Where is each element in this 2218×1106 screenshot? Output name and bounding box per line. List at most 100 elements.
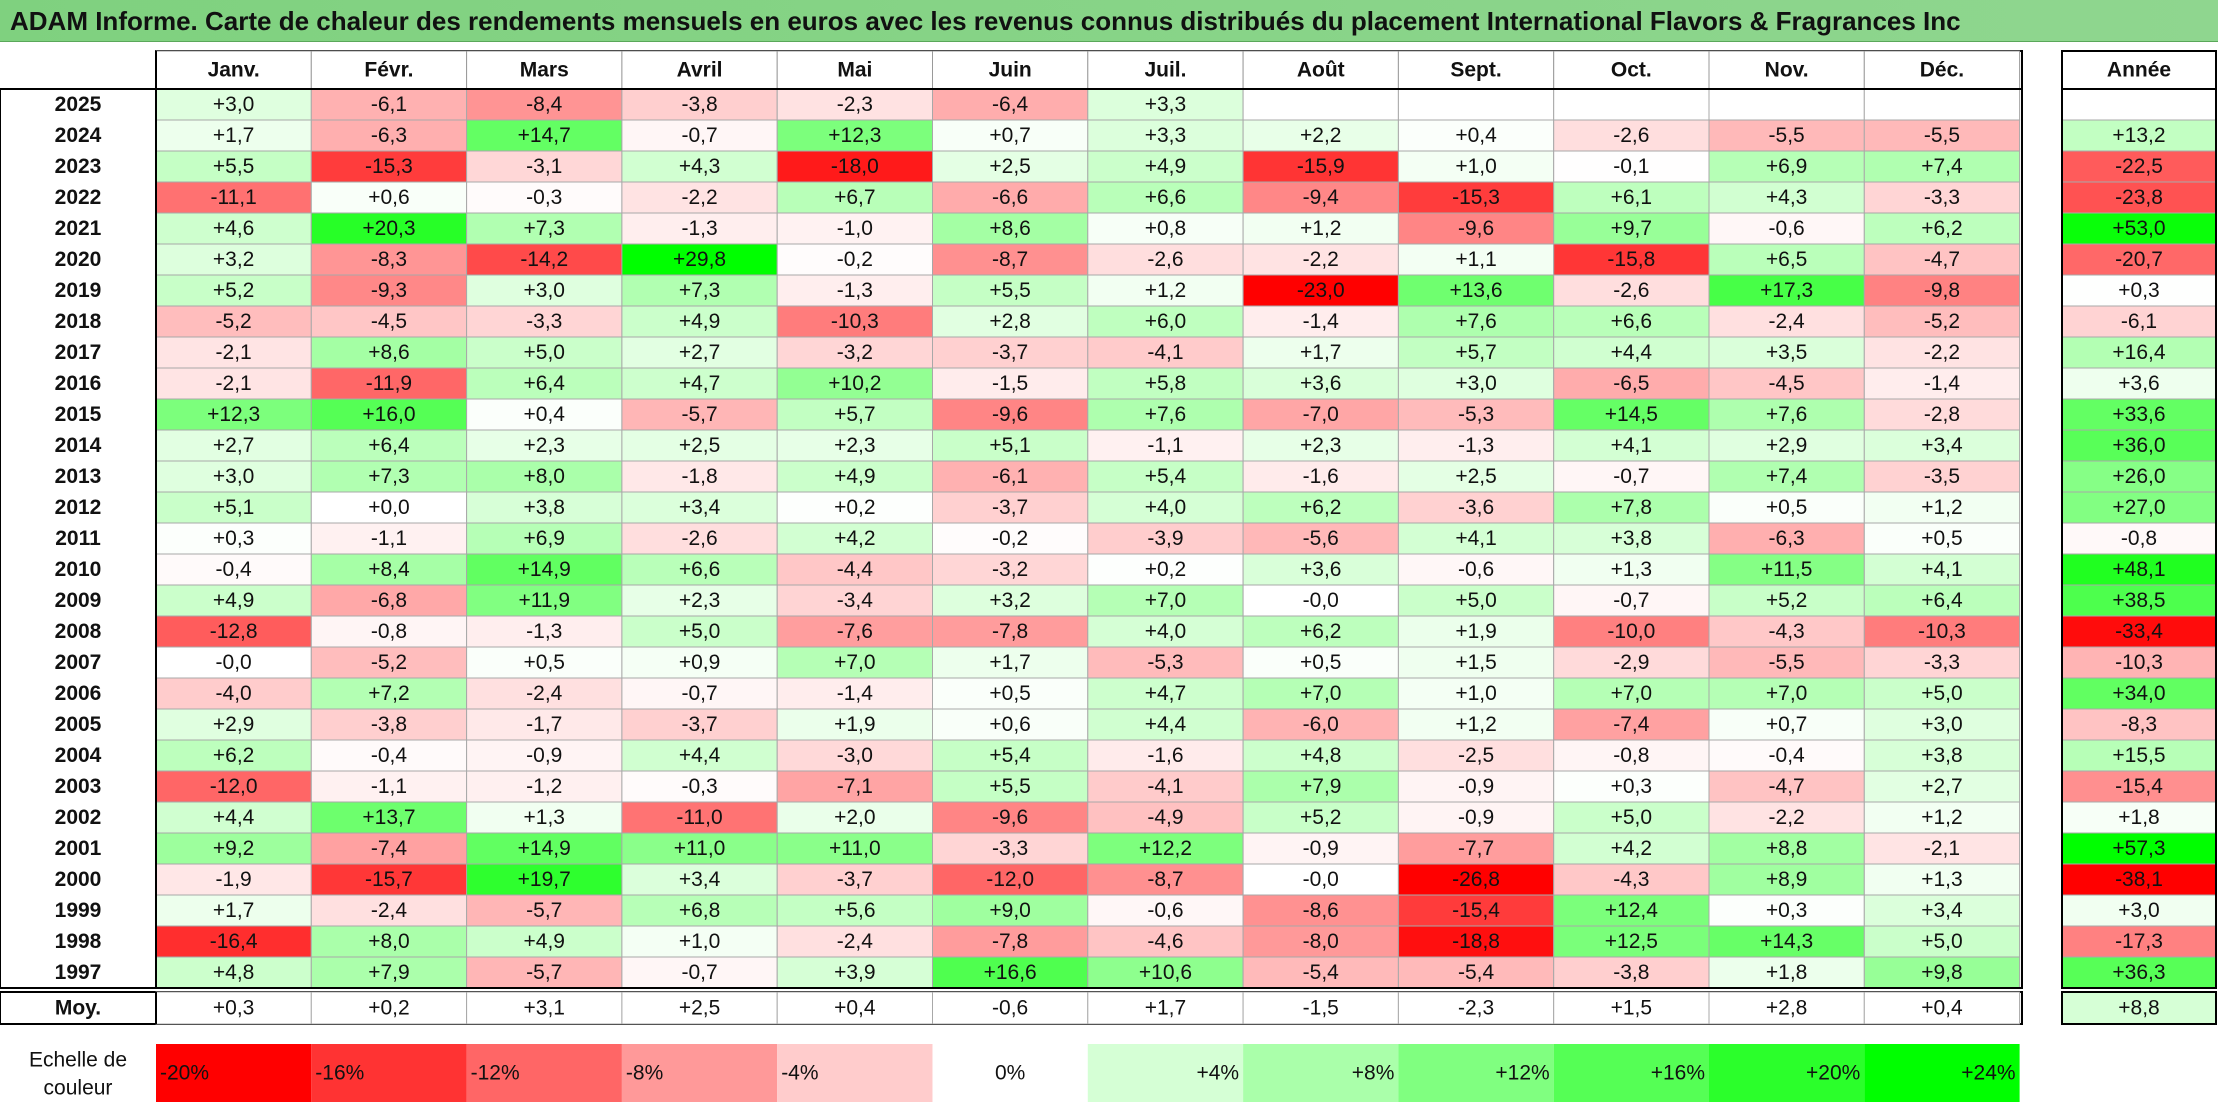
cell-value: -5,4 (1458, 961, 1495, 984)
cell-value: +29,8 (673, 248, 726, 271)
heatmap-cell (776, 739, 934, 772)
heatmap-cell (1087, 646, 1244, 679)
scale-label-line1: Echelle de (29, 1049, 127, 1072)
heatmap-cell (1863, 181, 2021, 214)
cell-value: -0,8 (1613, 744, 1649, 767)
cell-value: -6,4 (992, 93, 1029, 116)
cell-value: +16,6 (984, 961, 1037, 984)
cell-value: -1,3 (1458, 434, 1494, 457)
cell-value: +1,3 (524, 806, 565, 829)
heatmap-cell (466, 398, 623, 431)
cell-value: -1,6 (1303, 465, 1339, 488)
cell-value: +4,9 (834, 465, 875, 488)
year-label: 2004 (55, 744, 102, 767)
cell-value: -12,8 (210, 620, 258, 643)
heatmap-cell (1397, 894, 1555, 927)
cell-value: +7,0 (1300, 682, 1341, 705)
cell-value: -3,2 (837, 341, 873, 364)
heatmap-cell (776, 243, 934, 276)
heatmap-cell (621, 274, 778, 307)
cell-value: -8,4 (526, 93, 563, 116)
heatmap-cell (621, 398, 778, 431)
year-label: 2018 (55, 310, 102, 333)
cell-value: +4,4 (213, 806, 255, 829)
cell-value: +5,4 (1145, 465, 1187, 488)
average-cell (1863, 991, 2021, 1025)
average-value: +3,1 (524, 997, 565, 1020)
cell-value: -23,0 (1297, 279, 1345, 302)
header-cell (1397, 50, 1555, 90)
cell-value: -3,7 (992, 496, 1028, 519)
annual-header: Année (2107, 59, 2171, 82)
cell-value: +1,7 (213, 124, 254, 147)
average-value: +2,8 (1766, 997, 1807, 1020)
cell-value: +7,3 (679, 279, 720, 302)
cell-value: -1,1 (1147, 434, 1183, 457)
heatmap-cell (932, 212, 1089, 245)
heatmap-cell (621, 367, 778, 400)
heatmap-cell (466, 925, 623, 958)
heatmap-cell (1708, 274, 1865, 307)
cell-value: -3,8 (1613, 961, 1649, 984)
header-cell (310, 50, 468, 90)
heatmap-cell (1708, 894, 1865, 927)
cell-value: -5,3 (1147, 651, 1183, 674)
cell-value: -12,0 (210, 775, 258, 798)
cell-value: -1,2 (526, 775, 562, 798)
cell-value: +1,2 (1300, 217, 1341, 240)
scale-swatch (1398, 1044, 1554, 1102)
cell-value: +4,3 (679, 155, 720, 178)
cell-value: -3,7 (837, 868, 873, 891)
cell-value: +8,6 (989, 217, 1030, 240)
scale-step-label: -4% (781, 1062, 818, 1085)
cell-value: -2,6 (681, 527, 717, 550)
heatmap-cell (155, 553, 312, 586)
year-label: 2000 (55, 868, 102, 891)
heatmap-cell (776, 832, 934, 865)
cell-value: -11,9 (366, 372, 412, 395)
cell-value: +0,5 (989, 682, 1030, 705)
heatmap-cell (932, 522, 1089, 555)
cell-value: +4,7 (1145, 682, 1186, 705)
title-bar: ADAM Informe. Carte de chaleur des rende… (0, 0, 2218, 42)
year-label: 2021 (55, 217, 102, 240)
cell-value: +1,2 (1921, 806, 1962, 829)
cell-value: +13,6 (1449, 279, 1502, 302)
cell-value: +12,3 (828, 124, 881, 147)
average-value: +2,5 (679, 997, 720, 1020)
heatmap-cell (932, 646, 1089, 679)
heatmap-cell (155, 956, 312, 989)
cell-value: -0,4 (1769, 744, 1806, 767)
cell-value: +6,1 (1611, 186, 1652, 209)
cell-value: +17,3 (1760, 279, 1813, 302)
heatmap-cell (776, 491, 934, 524)
year-label: 2005 (55, 713, 102, 736)
cell-value: -5,7 (526, 899, 562, 922)
heatmap-cell (1708, 181, 1865, 214)
cell-value: -3,8 (371, 713, 407, 736)
cell-value: +8,0 (524, 465, 565, 488)
heatmap-cell (621, 615, 778, 648)
heatmap-cell (1553, 88, 1710, 121)
year-label: 2019 (55, 279, 102, 302)
cell-value: -15,3 (365, 155, 413, 178)
heatmap-cell (621, 646, 778, 679)
average-label: Moy. (55, 997, 101, 1020)
heatmap-cell (1242, 460, 1399, 493)
annual-value: -10,3 (2115, 651, 2163, 674)
scale-swatch (156, 1044, 312, 1102)
cell-value: -3,4 (837, 589, 874, 612)
month-header: Oct. (1611, 59, 1652, 82)
heatmap-cell (621, 739, 778, 772)
cell-value: -5,7 (681, 403, 717, 426)
cell-value: +3,0 (213, 93, 254, 116)
cell-value: -0,3 (526, 186, 562, 209)
annual-value: +26,0 (2112, 465, 2165, 488)
cell-value: +1,9 (1455, 620, 1496, 643)
heatmap-cell (310, 553, 468, 586)
scale-step-label: +24% (1961, 1062, 2015, 1085)
cell-value: +6,2 (213, 744, 254, 767)
cell-value: -2,1 (216, 341, 252, 364)
heatmap-cell (1242, 894, 1399, 927)
cell-value: +0,0 (368, 496, 409, 519)
